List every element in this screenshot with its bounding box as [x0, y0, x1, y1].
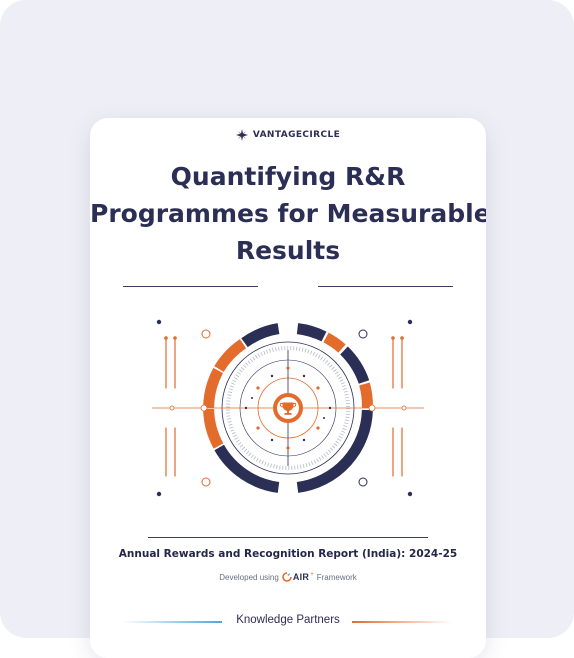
- air-logo-icon: [282, 572, 292, 582]
- cover-title-line-3: Results: [235, 236, 341, 265]
- partners-divider-right: [352, 621, 452, 623]
- trophy-icon: [279, 402, 297, 415]
- cover-title: Quantifying R&R Programmes for Measurabl…: [90, 158, 486, 269]
- developed-suffix: Framework: [316, 572, 357, 582]
- vantage-circle-star-icon: [235, 129, 248, 141]
- title-rule-right: [318, 286, 453, 287]
- cover-title-line-2: Programmes for Measurable: [90, 199, 486, 228]
- report-title: Annual Rewards and Recognition Report (I…: [118, 548, 458, 560]
- partners-divider-left: [122, 621, 222, 623]
- report-cover-card[interactable]: VANTAGECIRCLE Quantifying R&R Programmes…: [90, 118, 486, 658]
- report-rule: [148, 537, 428, 538]
- developed-using-line: Developed using AIR + Framework: [90, 572, 486, 582]
- cover-title-line-1: Quantifying R&R: [170, 162, 406, 191]
- knowledge-partners-heading: Knowledge Partners: [236, 614, 340, 626]
- air-framework-logo: AIR +: [282, 572, 314, 582]
- developed-prefix: Developed using: [219, 572, 279, 582]
- air-logo-text: AIR: [292, 572, 310, 582]
- brand-header: VANTAGECIRCLE: [90, 129, 486, 141]
- target-dial-graphic: [152, 319, 424, 497]
- brand-name: VANTAGECIRCLE: [252, 130, 341, 140]
- title-rule-left: [123, 286, 258, 287]
